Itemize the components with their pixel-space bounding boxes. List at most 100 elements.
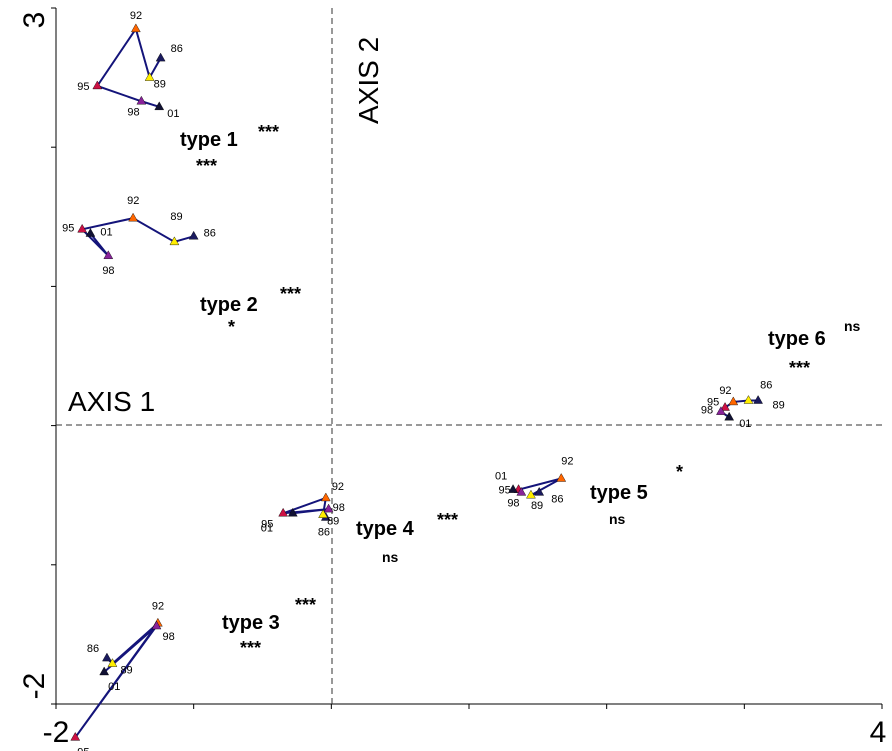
data-point-marker: [136, 95, 147, 105]
data-point-marker: [508, 484, 518, 493]
y-tick-min: -2: [18, 673, 51, 700]
year-label: 95: [77, 746, 89, 751]
year-label: 01: [108, 681, 120, 693]
significance-axis2: *: [228, 317, 235, 337]
year-label: 86: [204, 227, 216, 239]
year-label: 92: [332, 481, 344, 493]
data-point-marker: [154, 101, 165, 111]
year-label: 86: [318, 526, 330, 538]
data-point-marker: [128, 212, 138, 222]
data-point-marker: [151, 620, 162, 630]
year-label: 89: [772, 400, 784, 412]
significance-axis2: ns: [609, 511, 626, 527]
data-point-marker: [188, 230, 199, 240]
significance-axis1: ns: [844, 318, 861, 334]
data-point-marker: [534, 487, 545, 496]
significance-axis2: ns: [382, 549, 399, 565]
year-label: 89: [327, 516, 339, 528]
axis-ticks: [51, 7, 883, 709]
year-label: 98: [127, 106, 139, 118]
year-label: 95: [77, 81, 89, 93]
significance-axis1: ***: [258, 122, 279, 142]
year-label: 95: [707, 397, 719, 409]
data-point-marker: [169, 236, 180, 246]
year-label: 98: [162, 631, 174, 643]
year-label: 95: [261, 518, 273, 530]
year-label: 92: [130, 10, 142, 22]
data-point-marker: [144, 72, 155, 81]
type-label: type 4: [356, 518, 415, 540]
type-label: type 2: [200, 294, 258, 316]
data-point-marker: [85, 228, 96, 237]
y-tick-max: 3: [18, 12, 51, 29]
year-label: 01: [739, 418, 751, 430]
data-point-marker: [516, 487, 527, 496]
type-label: type 6: [768, 328, 826, 350]
data-point-marker: [103, 250, 114, 259]
year-label: 89: [120, 665, 132, 677]
data-point-marker: [102, 652, 112, 662]
axis-2-label: AXIS 2: [353, 37, 384, 124]
data-point-marker: [720, 402, 730, 411]
year-label: 92: [561, 455, 573, 467]
type-label: type 5: [590, 482, 648, 504]
data-point-marker: [724, 411, 735, 421]
data-point-marker: [70, 732, 81, 741]
year-label: 98: [701, 405, 713, 417]
year-label: 89: [154, 79, 166, 91]
year-label: 01: [167, 108, 179, 120]
year-label: 01: [261, 522, 273, 534]
year-label: 86: [551, 493, 563, 505]
year-label: 95: [62, 222, 74, 234]
data-point-marker: [526, 489, 536, 499]
year-label: 86: [171, 43, 183, 55]
data-point-marker: [287, 507, 298, 517]
year-label: 92: [152, 600, 164, 612]
data-point-marker: [131, 23, 141, 33]
significance-axis1: ***: [295, 595, 316, 615]
year-label: 01: [100, 227, 112, 239]
data-point-marker: [77, 223, 87, 233]
year-label: 92: [127, 195, 139, 207]
x-tick-max: 4: [870, 716, 887, 749]
significance-axis2: ***: [240, 638, 261, 658]
trajectory-line: [95, 26, 162, 108]
year-label: 95: [499, 485, 511, 497]
data-point-marker: [320, 492, 331, 502]
year-label: 89: [170, 211, 182, 223]
significance-axis1: *: [676, 462, 683, 482]
axis-1-label: AXIS 1: [68, 386, 155, 417]
data-point-marker: [92, 80, 103, 90]
year-label: 01: [495, 471, 507, 483]
data-point-marker: [318, 509, 328, 518]
year-label: 92: [719, 385, 731, 397]
type-label: type 1: [180, 129, 238, 151]
year-label: 98: [333, 502, 345, 514]
trajectory-line: [80, 217, 194, 257]
data-point-marker: [753, 395, 763, 404]
data-point-marker: [99, 666, 110, 676]
significance-axis2: ***: [196, 156, 217, 176]
significance-axis1: ***: [280, 284, 301, 304]
data-point-marker: [743, 395, 754, 404]
significance-axis1: ***: [437, 510, 458, 530]
data-point-marker: [278, 507, 288, 517]
year-label: 98: [507, 497, 519, 509]
data-point-marker: [728, 396, 739, 406]
year-label: 86: [760, 380, 772, 392]
series-group: 86 89 92 95 98 01 type 3 *** ***: [70, 595, 316, 751]
data-point-marker: [155, 52, 166, 62]
data-point-marker: [323, 503, 334, 513]
year-label: 86: [87, 643, 99, 655]
year-label: 89: [531, 500, 543, 512]
x-tick-min: -2: [43, 716, 70, 749]
data-point-marker: [716, 406, 726, 415]
data-point-marker: [107, 658, 118, 667]
